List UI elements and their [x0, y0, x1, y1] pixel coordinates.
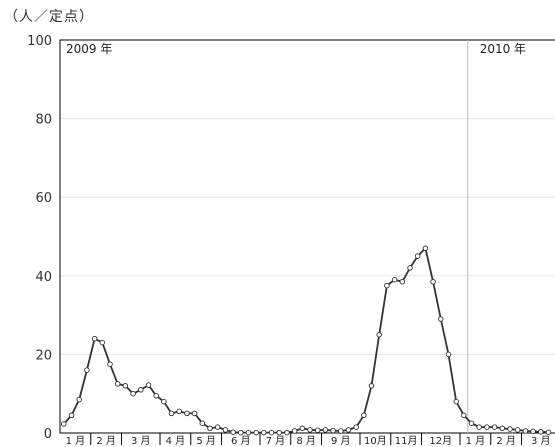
month-label-6: 7 月 [266, 435, 286, 447]
grid-lines [60, 118, 555, 355]
data-point-38 [353, 424, 359, 430]
data-point-36 [338, 428, 344, 434]
data-point-4 [91, 335, 98, 342]
month-labels: 1 月 2 月 3 月 4 月 5 月 6 月 7 月 8 月 9 月 10月 11月 12月 1 月 2… [66, 433, 551, 447]
month-label-13: 2 月 [496, 435, 516, 447]
series-line-0 [63, 247, 549, 434]
data-point-27 [268, 429, 275, 436]
data-point-54 [476, 424, 482, 430]
data-point-18 [199, 420, 206, 426]
data-point-44 [399, 278, 406, 285]
data-point-17 [191, 410, 198, 417]
year-label-0: 2009 年 [66, 42, 112, 56]
data-point-35 [330, 427, 336, 434]
month-label-5: 6 月 [231, 435, 251, 447]
data-point-45 [407, 265, 413, 271]
data-point-55 [484, 424, 490, 430]
data-point-22 [230, 429, 236, 435]
data-point-53 [468, 420, 475, 426]
data-point-7 [114, 381, 121, 387]
data-point-13 [161, 398, 167, 405]
month-label-8: 9 月 [331, 435, 351, 447]
data-point-60 [522, 428, 529, 434]
month-label-1: 2 月 [96, 435, 116, 447]
data-point-42 [384, 282, 390, 289]
data-point-50 [445, 351, 452, 358]
data-point-9 [130, 390, 136, 397]
data-point-19 [207, 425, 213, 432]
data-point-20 [214, 424, 221, 430]
month-label-11: 12月 [429, 435, 452, 447]
y-tick-label-20: 20 [35, 348, 52, 363]
data-point-43 [391, 276, 398, 283]
data-point-11 [145, 382, 152, 388]
data-point-63 [545, 429, 552, 435]
year-labels: 2009 年 2010 年 [66, 42, 526, 56]
data-point-5 [99, 339, 106, 346]
month-label-2: 3 月 [131, 435, 151, 447]
data-point-24 [245, 429, 252, 436]
data-point-39 [361, 412, 367, 419]
data-point-51 [453, 398, 459, 405]
data-point-47 [422, 245, 429, 252]
data-point-6 [107, 361, 113, 367]
data-point-29 [284, 429, 290, 436]
y-tick-label-60: 60 [35, 191, 52, 206]
month-label-9: 10月 [364, 435, 387, 447]
data-point-1 [68, 412, 75, 419]
data-point-57 [499, 425, 506, 432]
data-point-32 [307, 427, 313, 433]
data-point-8 [122, 383, 129, 389]
month-label-14: 3 月 [531, 435, 551, 447]
data-point-25 [253, 429, 259, 436]
y-unit-label: （人／定点） [4, 9, 94, 25]
month-label-7: 8 月 [296, 435, 316, 447]
data-point-58 [507, 426, 513, 432]
month-label-12: 1 月 [466, 435, 486, 447]
data-point-33 [314, 427, 321, 433]
data-point-61 [530, 428, 536, 435]
data-point-15 [176, 408, 182, 415]
data-point-49 [438, 316, 444, 322]
data-point-40 [368, 383, 375, 389]
month-label-0: 1 月 [66, 435, 86, 447]
data-point-48 [430, 278, 436, 285]
data-point-3 [84, 367, 90, 373]
data-point-30 [291, 428, 298, 434]
data-point-0 [61, 421, 67, 427]
data-point-62 [538, 429, 544, 435]
data-point-56 [491, 424, 498, 430]
data-point-52 [461, 412, 467, 419]
data-point-59 [514, 427, 521, 433]
series-layer [61, 245, 552, 436]
data-point-46 [414, 253, 421, 259]
data-point-34 [322, 427, 329, 433]
plot-area-frame [59, 39, 555, 434]
month-label-4: 5 月 [196, 435, 216, 447]
data-point-31 [299, 425, 306, 432]
data-point-14 [168, 410, 175, 417]
y-tick-label-0: 0 [44, 427, 52, 442]
data-point-26 [261, 429, 267, 436]
month-label-3: 4 月 [166, 435, 186, 447]
data-point-23 [238, 429, 244, 436]
data-point-12 [153, 392, 159, 399]
data-point-37 [345, 427, 352, 433]
y-tick-label-40: 40 [35, 270, 52, 285]
y-tick-label-100: 100 [27, 34, 52, 49]
month-label-10: 11月 [395, 435, 418, 447]
data-point-21 [222, 427, 229, 433]
data-point-41 [376, 332, 382, 338]
data-point-28 [276, 429, 282, 436]
year-label-1: 2010 年 [480, 42, 526, 56]
y-tick-labels: 0 20 40 60 80 100 [27, 34, 52, 442]
y-tick-label-80: 80 [35, 113, 52, 128]
data-point-2 [76, 396, 82, 403]
data-point-10 [138, 387, 144, 393]
data-point-16 [184, 410, 190, 417]
